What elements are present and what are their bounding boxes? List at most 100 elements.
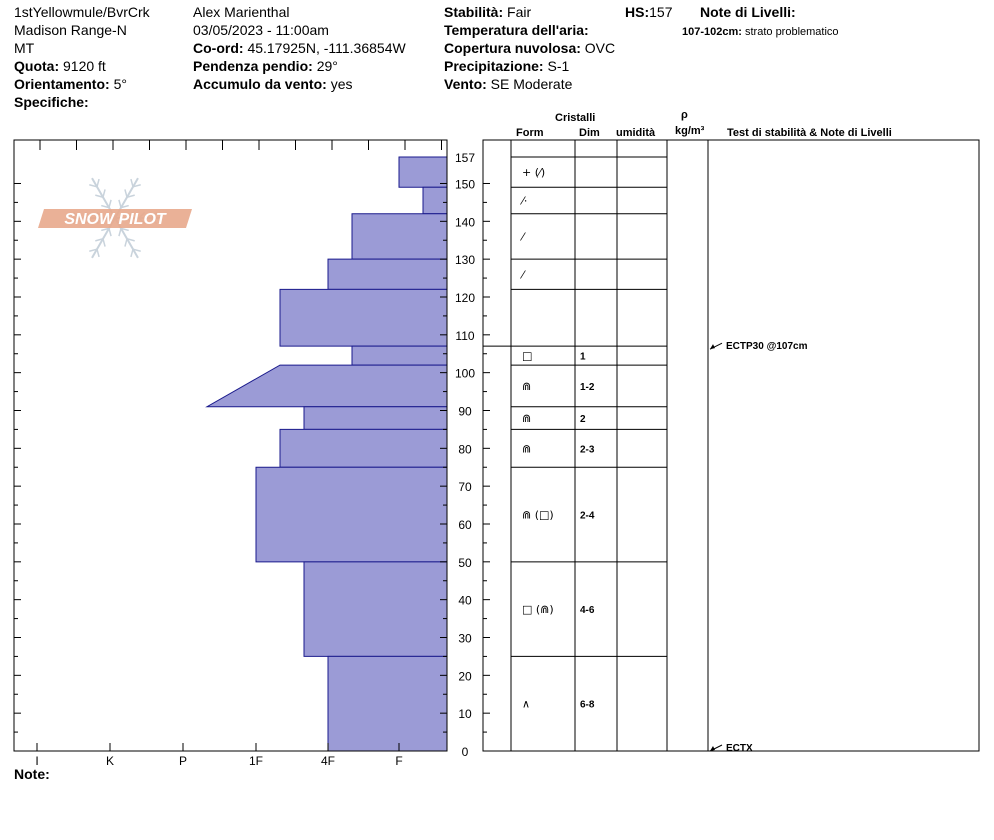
snowflake-branch: [108, 199, 112, 208]
layer-dim: 6-8: [580, 700, 595, 711]
layer-table: + (⁄) ⁄· ⁄ ⁄ □ 1 ⋒ 1-2 ⋒ 2 ⋒ 2-3 ⋒ (□) 2-4 □ (⋒) 4-6 ∧ 6-…: [483, 156, 667, 711]
layer-dim: 1: [580, 352, 586, 363]
state-name: MT: [14, 40, 35, 56]
layer-form: ⋒: [522, 412, 531, 425]
temp-label: Temperatura dell'aria:: [444, 22, 589, 38]
snowflake-branch: [96, 248, 100, 258]
hardness-tick-label: 4F: [321, 754, 335, 768]
umidita-header: umidità: [616, 127, 656, 139]
stabilita-label: Stabilità:: [444, 4, 504, 20]
snowflake-branch: [102, 238, 106, 247]
snowflake-branch: [130, 248, 134, 258]
snowflake-branch: [126, 194, 135, 198]
layer-dim: 2-3: [580, 444, 595, 455]
layer-dim: 4-6: [580, 605, 595, 616]
snowflake-branch: [96, 178, 100, 188]
specifiche-label: Specifiche:: [14, 94, 89, 110]
height-tick-label: 0: [462, 745, 469, 759]
coord: Co-ord: 45.17925N, -111.36854W: [193, 40, 406, 56]
snowflake-branch: [120, 204, 129, 209]
precip: Precipitazione: S-1: [444, 58, 569, 74]
height-tick-label: 100: [455, 367, 475, 381]
hs-label: HS:: [625, 4, 650, 20]
coord-label: Co-ord:: [193, 40, 244, 56]
snowflake-branch: [124, 189, 128, 198]
accumulo-value: yes: [330, 76, 353, 92]
layer-form: ⋒ (□): [522, 509, 554, 522]
orientamento-value: 5°: [113, 76, 127, 92]
axis-ticks: 0 10 20 30 40 50 60 70 80 90 100 110 120 130 140 150 157…: [14, 140, 490, 768]
hardness-layer-bar: [351, 345, 448, 366]
height-tick-label: 20: [458, 669, 472, 683]
pendenza-label: Pendenza pendio:: [193, 58, 313, 74]
quota-value: 9120 ft: [63, 58, 106, 74]
height-tick-label: 40: [458, 594, 472, 608]
pendenza: Pendenza pendio: 29°: [193, 58, 338, 74]
rho-header: ρ: [681, 109, 688, 121]
note-livelli-text: strato problematico: [745, 26, 839, 38]
layer-form: ⋒: [522, 380, 531, 393]
note-livelli-range: 107-102cm:: [682, 26, 742, 38]
vento-label: Vento:: [444, 76, 487, 92]
snowflake-branch: [118, 199, 122, 208]
form-header: Form: [516, 127, 544, 139]
hardness-layer-bar: [279, 428, 448, 468]
hardness-tick-label: P: [179, 754, 187, 768]
height-tick-label: 50: [458, 556, 472, 570]
hardness-layer-bar: [279, 288, 448, 347]
note-livelli-label: Note di Livelli:: [700, 4, 796, 20]
hardness-frame: [13, 139, 448, 752]
layer-form: □: [522, 350, 532, 363]
snowflake-branch: [132, 184, 141, 188]
height-tick-label: 90: [458, 404, 472, 418]
copertura-value: OVC: [584, 40, 616, 56]
datetime: 03/05/2023 - 11:00am: [193, 22, 329, 38]
snowflake-branch: [95, 238, 104, 242]
layer-form: □ (⋒): [522, 603, 554, 616]
vento: Vento: SE Moderate: [444, 76, 572, 92]
snowflake-branch: [101, 227, 110, 232]
quota-label: Quota:: [14, 58, 60, 74]
snowflake-branch: [126, 238, 135, 242]
snowflake-branch: [95, 194, 104, 198]
layer-form: ⁄: [519, 268, 526, 281]
snowflake-branch: [120, 227, 129, 232]
copertura-label: Copertura nuvolosa:: [444, 40, 581, 56]
height-tick-label: 80: [458, 442, 472, 456]
snowflake-branch: [89, 248, 98, 252]
height-tick-label: 140: [455, 215, 475, 229]
hardness-layer-bar: [205, 364, 448, 408]
hardness-layer-bar: [303, 406, 448, 430]
height-tick-label: 157: [455, 151, 475, 165]
logo-text: SNOW PILOT: [64, 211, 167, 228]
snowflake-branch: [124, 238, 128, 247]
vento-value: SE Moderate: [490, 76, 573, 92]
height-tick-label: 60: [458, 518, 472, 532]
layer-form: ⋒: [522, 442, 531, 455]
observer: Alex Marienthal: [193, 4, 290, 20]
quota: Quota: 9120 ft: [14, 58, 106, 74]
hardness-tick-label: I: [35, 754, 38, 768]
stabilita: Stabilità: Fair: [444, 4, 531, 20]
profile-table-frame: [482, 139, 980, 752]
precip-label: Precipitazione:: [444, 58, 544, 74]
height-tick-label: 10: [458, 707, 472, 721]
test-arrowhead: [710, 344, 715, 350]
snowflake-branch: [118, 228, 122, 237]
hardness-tick-label: K: [106, 754, 114, 768]
hardness-layers: [205, 156, 448, 752]
hardness-tick-label: 1F: [249, 754, 263, 768]
test-label: ECTP30 @107cm: [726, 341, 808, 352]
layer-form: ∧: [522, 698, 530, 711]
accumulo: Accumulo da vento: yes: [193, 76, 352, 92]
layer-dim: 2-4: [580, 511, 595, 522]
snowflake-branch: [108, 228, 112, 237]
test-arrowhead: [710, 746, 715, 751]
orientamento: Orientamento: 5°: [14, 76, 127, 92]
orientamento-label: Orientamento:: [14, 76, 110, 92]
hardness-layer-bar: [327, 258, 448, 290]
snowflake-branch: [130, 178, 134, 188]
test-label: ECTX: [726, 743, 753, 754]
layer-dim: 2: [580, 414, 586, 425]
